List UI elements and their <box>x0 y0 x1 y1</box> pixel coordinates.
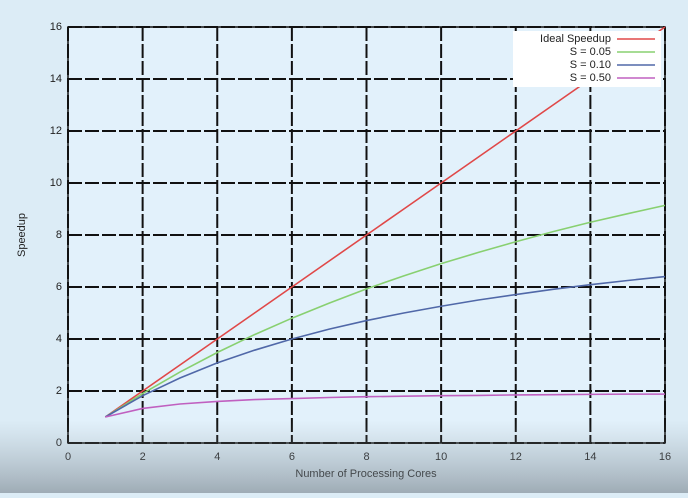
legend-label: S = 0.10 <box>570 59 611 71</box>
legend-label: S = 0.05 <box>570 46 611 58</box>
series-line <box>105 393 665 418</box>
y-tick-label: 8 <box>56 229 62 241</box>
y-tick-label: 14 <box>50 73 62 85</box>
series-line <box>104 275 666 418</box>
legend-label: Ideal Speedup <box>540 33 611 45</box>
y-tick-label: 6 <box>56 281 62 293</box>
video-overlay <box>0 420 688 493</box>
y-tick-label: 12 <box>50 125 62 137</box>
grid: 02468101214160246810121416 <box>50 21 671 463</box>
y-tick-label: 16 <box>50 21 62 33</box>
series-line <box>104 26 666 418</box>
series-line <box>104 204 666 418</box>
y-tick-label: 10 <box>50 177 62 189</box>
y-axis-label: Speedup <box>16 213 28 257</box>
legend-label: S = 0.50 <box>570 72 611 84</box>
y-tick-label: 4 <box>56 333 62 345</box>
lines <box>104 26 666 418</box>
y-tick-label: 2 <box>56 385 62 397</box>
